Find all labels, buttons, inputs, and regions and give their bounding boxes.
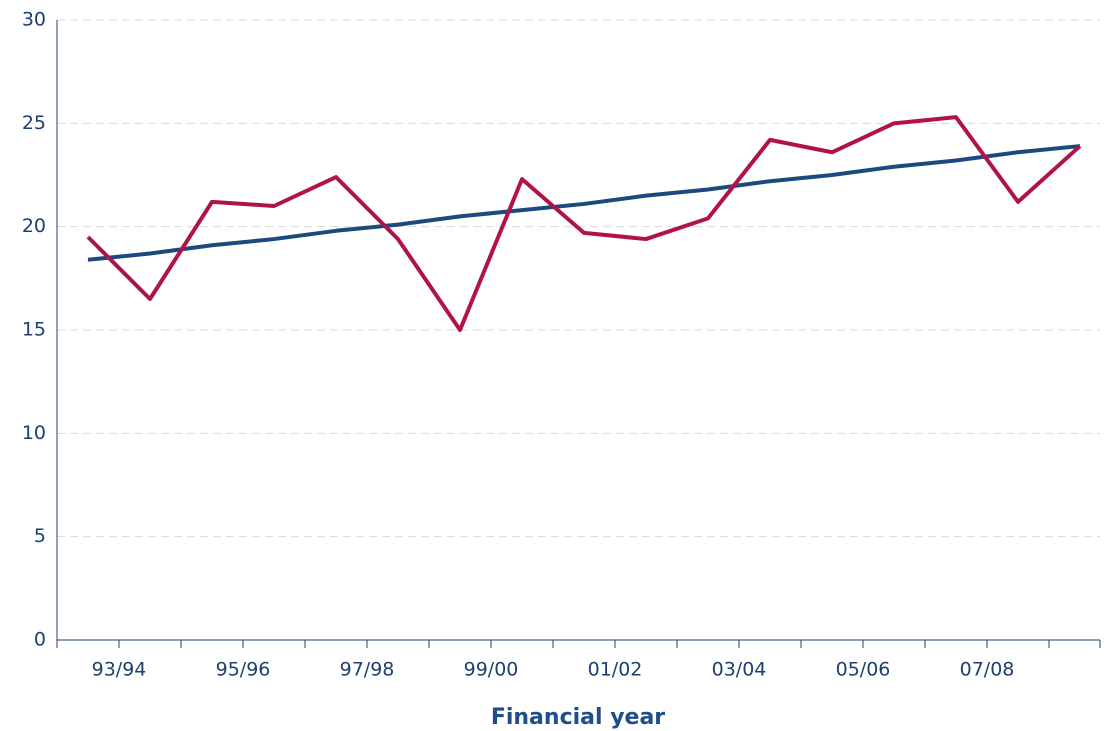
x-tick-label: 95/96 [216, 659, 271, 681]
y-tick-label: 10 [22, 422, 46, 444]
y-tick-label: 15 [22, 319, 46, 341]
x-axis-label: Financial year [491, 705, 665, 730]
x-tick-label: 99/00 [464, 659, 519, 681]
y-tick-label: 30 [22, 9, 46, 31]
x-tick-label: 01/02 [588, 659, 643, 681]
x-tick-label: 07/08 [960, 659, 1015, 681]
x-tick-label: 05/06 [836, 659, 891, 681]
x-tick-label: 97/98 [340, 659, 395, 681]
y-tick-label: 5 [34, 525, 46, 547]
y-tick-label: 20 [22, 215, 46, 237]
x-tick-label: 93/94 [92, 659, 147, 681]
line-series [86, 115, 1082, 332]
y-tick-label: 0 [34, 629, 46, 651]
y-tick-label: 25 [22, 112, 46, 134]
line-series [87, 144, 1081, 262]
x-tick-label: 03/04 [712, 659, 767, 681]
